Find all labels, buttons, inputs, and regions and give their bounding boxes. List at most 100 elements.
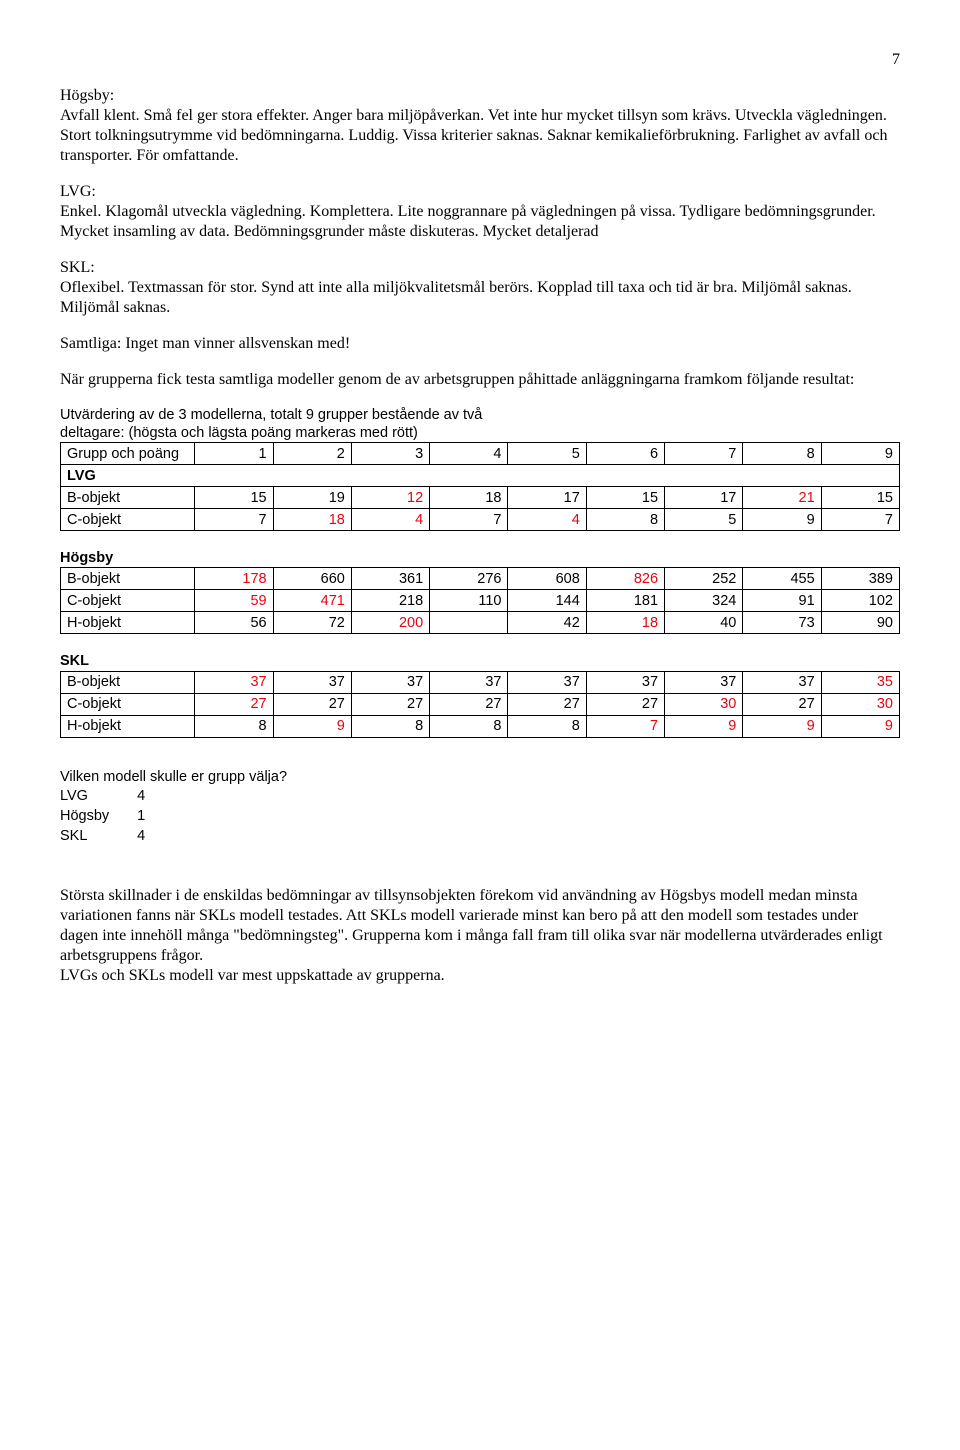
data-cell: 181 bbox=[586, 590, 664, 612]
data-cell: 9 bbox=[743, 509, 821, 531]
data-cell: 608 bbox=[508, 568, 586, 590]
data-cell: 37 bbox=[273, 671, 351, 693]
data-cell: 18 bbox=[586, 612, 664, 634]
data-cell: 178 bbox=[195, 568, 273, 590]
data-cell: 42 bbox=[508, 612, 586, 634]
data-cell: 826 bbox=[586, 568, 664, 590]
data-cell: 37 bbox=[508, 671, 586, 693]
eval-caption-l2: deltagare: (högsta och lägsta poäng mark… bbox=[60, 425, 418, 441]
data-cell: 324 bbox=[665, 590, 743, 612]
group-title: Högsby bbox=[60, 549, 900, 567]
table-row: H-objekt56722004218407390 bbox=[61, 612, 900, 634]
page-number: 7 bbox=[60, 50, 900, 70]
header-col: 6 bbox=[586, 443, 664, 465]
table-row: LVG 4 bbox=[60, 786, 173, 806]
header-col: 4 bbox=[430, 443, 508, 465]
row-label: B-objekt bbox=[61, 568, 195, 590]
table-header-row: Grupp och poäng123456789 bbox=[61, 443, 900, 465]
closing-para-1: Största skillnader i de enskildas bedömn… bbox=[60, 886, 900, 966]
skl-label: SKL: bbox=[60, 258, 900, 278]
data-cell: 37 bbox=[430, 671, 508, 693]
table-row: C-objekt5947121811014418132491102 bbox=[61, 590, 900, 612]
header-col: 2 bbox=[273, 443, 351, 465]
data-cell: 12 bbox=[351, 487, 429, 509]
data-cell: 252 bbox=[665, 568, 743, 590]
data-cell: 8 bbox=[430, 715, 508, 737]
header-col: 3 bbox=[351, 443, 429, 465]
data-cell: 27 bbox=[743, 693, 821, 715]
data-cell: 27 bbox=[273, 693, 351, 715]
data-cell: 27 bbox=[586, 693, 664, 715]
row-label: H-objekt bbox=[61, 715, 195, 737]
group-title: LVG bbox=[61, 465, 900, 487]
data-cell: 15 bbox=[821, 487, 899, 509]
data-cell: 17 bbox=[665, 487, 743, 509]
eval-caption-l1: Utvärdering av de 3 modellerna, totalt 9… bbox=[60, 407, 482, 423]
hogsby-text: Avfall klent. Små fel ger stora effekter… bbox=[60, 106, 900, 166]
data-cell bbox=[430, 612, 508, 634]
data-cell: 218 bbox=[351, 590, 429, 612]
data-cell: 90 bbox=[821, 612, 899, 634]
data-cell: 4 bbox=[508, 509, 586, 531]
choice-value: 4 bbox=[137, 826, 173, 846]
header-col: 9 bbox=[821, 443, 899, 465]
lvg-text: Enkel. Klagomål utveckla vägledning. Kom… bbox=[60, 202, 900, 242]
data-cell: 7 bbox=[586, 715, 664, 737]
data-cell: 9 bbox=[743, 715, 821, 737]
data-cell: 37 bbox=[743, 671, 821, 693]
data-cell: 471 bbox=[273, 590, 351, 612]
row-label: C-objekt bbox=[61, 693, 195, 715]
data-cell: 8 bbox=[508, 715, 586, 737]
header-label: Grupp och poäng bbox=[61, 443, 195, 465]
intro-tables: När grupperna fick testa samtliga modell… bbox=[60, 370, 900, 390]
table-row: C-objekt272727272727302730 bbox=[61, 693, 900, 715]
lvg-label: LVG: bbox=[60, 182, 900, 202]
data-cell: 8 bbox=[586, 509, 664, 531]
data-cell: 15 bbox=[586, 487, 664, 509]
data-cell: 72 bbox=[273, 612, 351, 634]
eval-tables: Grupp och poäng123456789LVGB-objekt15191… bbox=[60, 442, 900, 737]
data-cell: 9 bbox=[273, 715, 351, 737]
data-cell: 18 bbox=[273, 509, 351, 531]
data-cell: 102 bbox=[821, 590, 899, 612]
header-col: 7 bbox=[665, 443, 743, 465]
hogsby-label: Högsby: bbox=[60, 86, 900, 106]
data-cell: 200 bbox=[351, 612, 429, 634]
table-row: Högsby 1 bbox=[60, 806, 173, 826]
table-row: B-objekt178660361276608826252455389 bbox=[61, 568, 900, 590]
eval-table: B-objekt373737373737373735C-objekt272727… bbox=[60, 671, 900, 738]
choice-label: Högsby bbox=[60, 806, 137, 826]
data-cell: 73 bbox=[743, 612, 821, 634]
data-cell: 40 bbox=[665, 612, 743, 634]
row-label: H-objekt bbox=[61, 612, 195, 634]
choice-question: Vilken modell skulle er grupp välja? bbox=[60, 768, 900, 786]
row-label: C-objekt bbox=[61, 509, 195, 531]
data-cell: 17 bbox=[508, 487, 586, 509]
data-cell: 389 bbox=[821, 568, 899, 590]
data-cell: 9 bbox=[665, 715, 743, 737]
choice-value: 1 bbox=[137, 806, 173, 826]
data-cell: 8 bbox=[195, 715, 273, 737]
data-cell: 4 bbox=[351, 509, 429, 531]
choice-label: SKL bbox=[60, 826, 137, 846]
header-col: 5 bbox=[508, 443, 586, 465]
table-row: B-objekt373737373737373735 bbox=[61, 671, 900, 693]
row-label: C-objekt bbox=[61, 590, 195, 612]
data-cell: 7 bbox=[195, 509, 273, 531]
data-cell: 37 bbox=[351, 671, 429, 693]
table-row: C-objekt7184748597 bbox=[61, 509, 900, 531]
data-cell: 27 bbox=[195, 693, 273, 715]
data-cell: 30 bbox=[821, 693, 899, 715]
choice-value: 4 bbox=[137, 786, 173, 806]
choice-table: LVG 4 Högsby 1 SKL 4 bbox=[60, 786, 173, 846]
data-cell: 15 bbox=[195, 487, 273, 509]
data-cell: 455 bbox=[743, 568, 821, 590]
data-cell: 7 bbox=[430, 509, 508, 531]
data-cell: 27 bbox=[508, 693, 586, 715]
data-cell: 8 bbox=[351, 715, 429, 737]
group-title-row: LVG bbox=[61, 465, 900, 487]
data-cell: 660 bbox=[273, 568, 351, 590]
data-cell: 21 bbox=[743, 487, 821, 509]
data-cell: 37 bbox=[195, 671, 273, 693]
eval-table: Grupp och poäng123456789LVGB-objekt15191… bbox=[60, 442, 900, 531]
